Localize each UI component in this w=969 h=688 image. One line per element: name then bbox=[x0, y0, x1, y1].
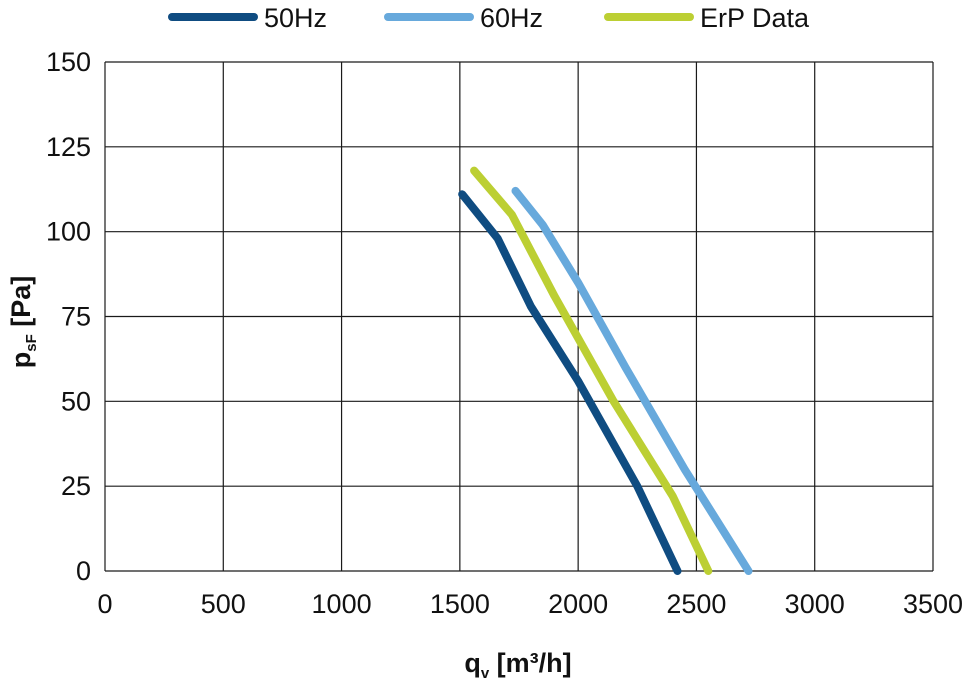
y-axis-title-sub: sF bbox=[23, 334, 40, 352]
series-line-erp-data bbox=[470, 166, 713, 575]
y-axis-title-main: p bbox=[6, 352, 36, 369]
x-axis-title-sub: v bbox=[481, 665, 490, 682]
y-tick-label: 125 bbox=[46, 132, 91, 162]
x-tick-label: 2500 bbox=[666, 589, 726, 619]
y-tick-label: 75 bbox=[61, 302, 91, 332]
series-lines bbox=[458, 166, 753, 575]
grid bbox=[104, 61, 934, 572]
y-tick-label: 0 bbox=[76, 556, 91, 586]
legend-label-50hz: 50Hz bbox=[264, 3, 327, 33]
series-line-50hz bbox=[458, 190, 682, 575]
legend: 50Hz 60Hz ErP Data bbox=[168, 3, 810, 33]
x-axis-title-rest: [m³/h] bbox=[489, 648, 571, 678]
x-tick-label: 2000 bbox=[548, 589, 608, 619]
y-tick-label: 100 bbox=[46, 217, 91, 247]
y-axis-title: psF [Pa] bbox=[6, 276, 40, 369]
x-tick-label: 0 bbox=[97, 589, 112, 619]
legend-label-erp-data: ErP Data bbox=[700, 3, 810, 33]
y-axis-title-rest: [Pa] bbox=[6, 276, 36, 335]
x-tick-label: 1500 bbox=[430, 589, 490, 619]
x-tick-label: 500 bbox=[201, 589, 246, 619]
x-axis-title-main: q bbox=[464, 648, 481, 678]
series-line-60hz bbox=[511, 186, 753, 575]
y-tick-label: 150 bbox=[46, 47, 91, 77]
y-axis-ticks: 0 25 50 75 100 125 150 bbox=[46, 47, 91, 586]
x-tick-label: 3000 bbox=[785, 589, 845, 619]
x-axis-ticks: 0 500 1000 1500 2000 2500 3000 3500 bbox=[97, 589, 963, 619]
y-tick-label: 50 bbox=[61, 386, 91, 416]
x-tick-label: 1000 bbox=[312, 589, 372, 619]
y-tick-label: 25 bbox=[61, 471, 91, 501]
x-tick-label: 3500 bbox=[903, 589, 963, 619]
legend-label-60hz: 60Hz bbox=[480, 3, 543, 33]
x-axis-title: qv [m³/h] bbox=[464, 648, 571, 682]
